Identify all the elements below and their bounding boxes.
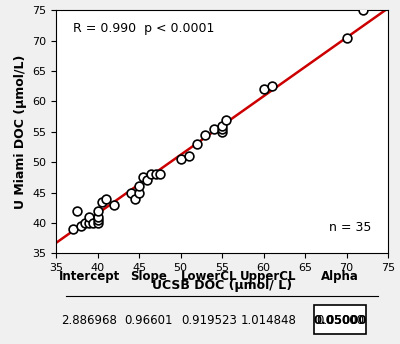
Point: [128, 190, 134, 195]
Point: [152, 172, 159, 177]
Text: 1.014848: 1.014848: [240, 314, 296, 327]
Y-axis label: U Miami DOC (μmol/L): U Miami DOC (μmol/L): [14, 55, 26, 209]
Point: [144, 178, 150, 183]
Point: [136, 190, 142, 195]
Point: [111, 202, 117, 207]
Point: [136, 184, 142, 189]
Point: [74, 208, 80, 214]
Point: [82, 220, 88, 226]
Point: [156, 172, 163, 177]
Point: [102, 196, 109, 201]
Text: 0.919523: 0.919523: [181, 314, 237, 327]
Point: [140, 174, 146, 180]
Point: [86, 214, 92, 219]
Text: n = 35: n = 35: [329, 221, 371, 234]
Point: [210, 126, 217, 131]
Point: [70, 226, 76, 232]
Point: [148, 172, 155, 177]
Text: Alpha: Alpha: [321, 270, 359, 283]
Point: [223, 117, 229, 122]
Point: [90, 220, 96, 226]
Point: [86, 220, 92, 226]
Point: [219, 129, 225, 135]
Point: [98, 199, 105, 204]
Text: 2.886968: 2.886968: [61, 314, 117, 327]
Text: 0.05000: 0.05000: [313, 314, 367, 327]
Point: [343, 35, 350, 40]
FancyBboxPatch shape: [314, 305, 366, 334]
Point: [219, 126, 225, 131]
Text: Slope: Slope: [130, 270, 167, 283]
Text: Intercept: Intercept: [58, 270, 120, 283]
Point: [132, 196, 138, 201]
Point: [177, 157, 184, 162]
Point: [94, 220, 101, 226]
Text: UpperCL: UpperCL: [240, 270, 297, 283]
Point: [94, 208, 101, 214]
X-axis label: UCSB DOC (μmol/ L): UCSB DOC (μmol/ L): [152, 279, 292, 291]
Point: [78, 223, 84, 229]
Point: [269, 84, 275, 89]
Point: [219, 123, 225, 128]
Point: [194, 141, 200, 147]
Point: [260, 87, 267, 92]
Point: [94, 214, 101, 219]
Point: [360, 8, 366, 13]
Text: 0.05000: 0.05000: [316, 314, 364, 327]
Text: 0.96601: 0.96601: [125, 314, 173, 327]
Point: [202, 132, 209, 138]
Text: R = 0.990  p < 0.0001: R = 0.990 p < 0.0001: [73, 22, 214, 35]
Text: LowerCL: LowerCL: [180, 270, 237, 283]
Point: [94, 217, 101, 223]
Point: [186, 153, 192, 159]
